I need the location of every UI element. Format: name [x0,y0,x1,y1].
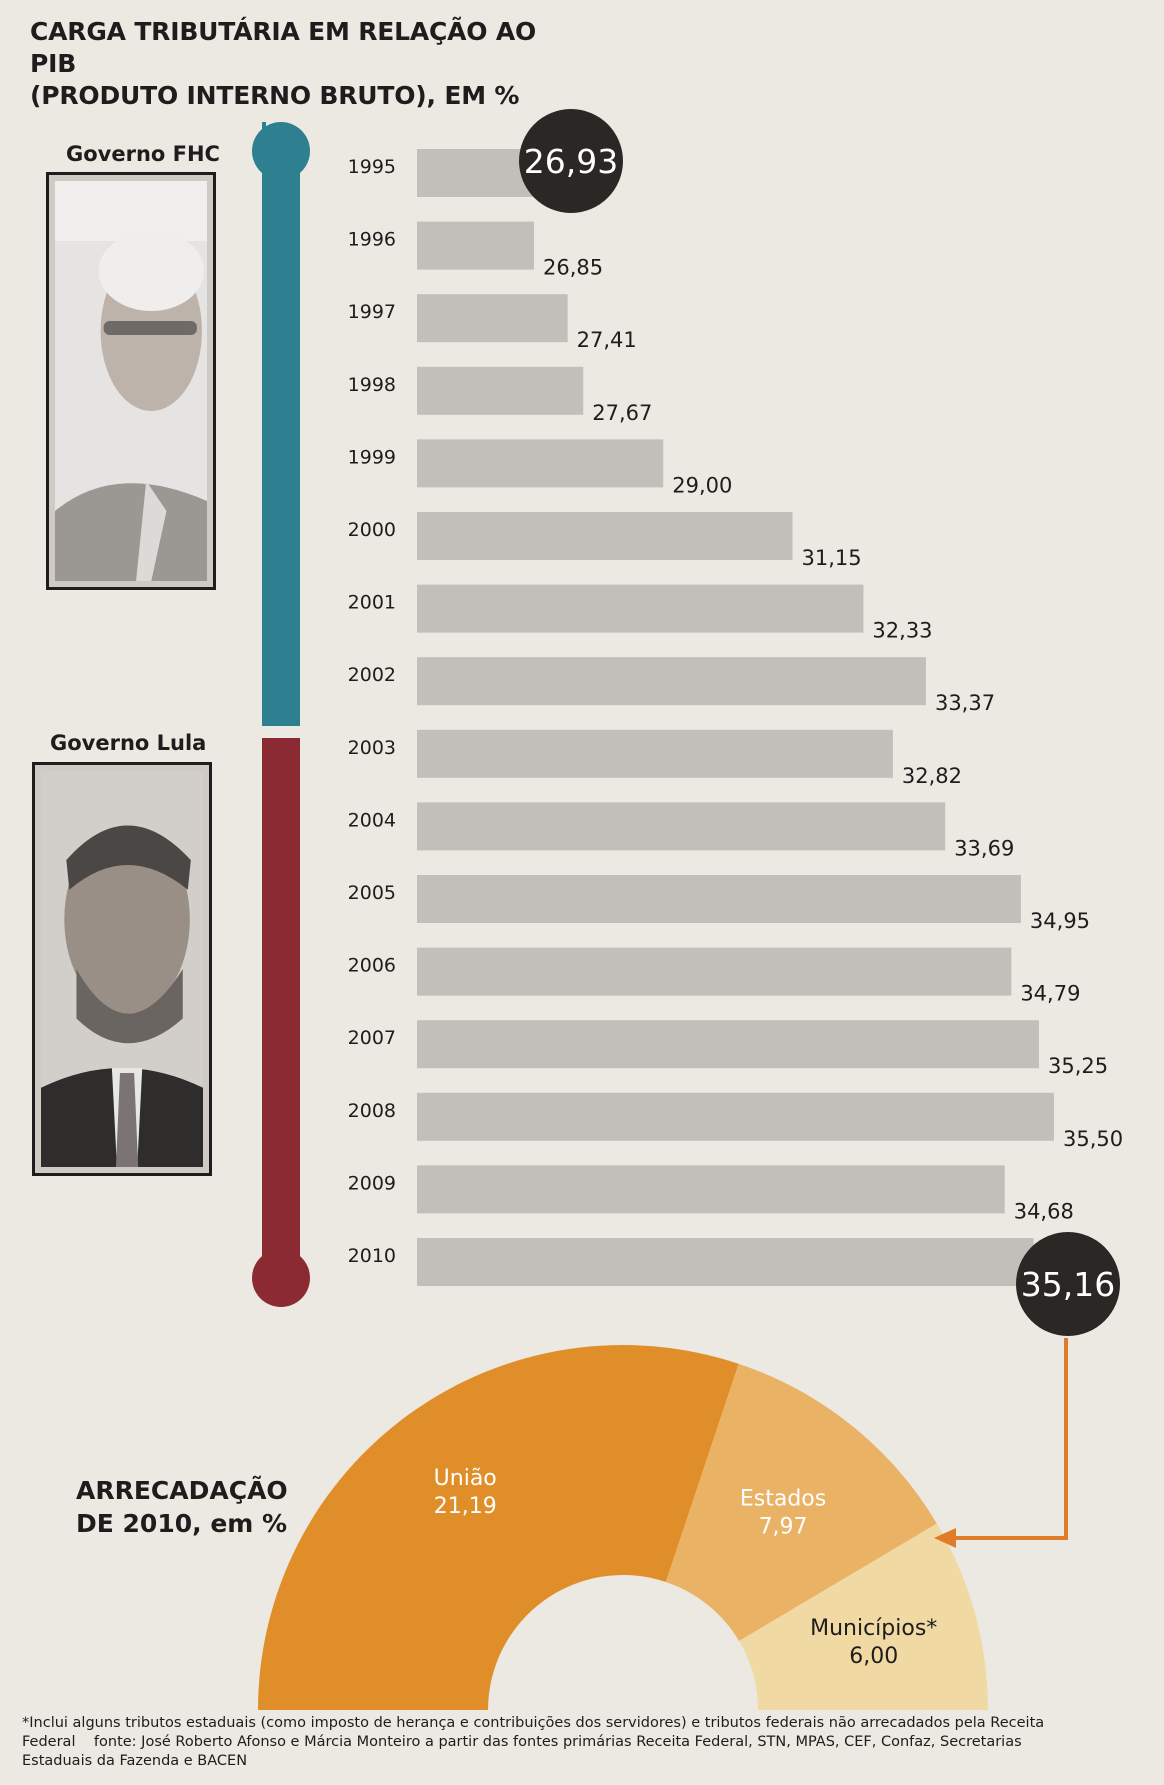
slice-municípios [739,1523,988,1710]
bar-2005 [417,875,1021,923]
year-label-1997: 1997 [348,301,396,323]
bar-2010 [417,1238,1034,1286]
value-label-1999: 29,00 [672,473,732,497]
year-label-2002: 2002 [348,664,396,686]
bar-1995 [417,149,539,197]
government-lula-label: Governo Lula [50,731,207,755]
footnote-line-1: *Inclui alguns tributos estaduais (como … [22,1715,1045,1731]
year-label-1999: 1999 [348,446,396,468]
slice-estados [665,1363,937,1642]
value-label-2004: 33,69 [954,836,1014,860]
year-label-2000: 2000 [348,519,396,541]
bar-2001 [417,584,864,633]
value-label-2003: 32,82 [902,764,962,788]
value-label-2000: 31,15 [801,546,861,570]
value-label-2009: 34,68 [1014,1199,1074,1223]
fhc-photo [46,172,216,590]
slice-value-estados: 7,97 [759,1514,808,1539]
year-label-2001: 2001 [348,592,396,614]
year-label-2004: 2004 [348,809,396,831]
footnote-line-2: Federal fonte: José Roberto Afonso e Már… [22,1734,1022,1750]
connector-arrow [952,1338,1068,1540]
bars-group: 1995 26,93 1996 26,85 1997 27,41 1998 27,67 1999… [348,109,1123,1336]
bar-2007 [417,1020,1039,1069]
year-label-2006: 2006 [348,955,396,977]
year-label-1995: 1995 [348,156,396,178]
slice-label-estados: Estados [740,1486,826,1511]
lula-photo [32,762,212,1176]
thermometer-bottom-bulb [252,1249,310,1307]
bar-2009 [417,1165,1005,1214]
slice-label-união: União [434,1466,497,1491]
value-label-1996: 26,85 [543,256,603,280]
value-label-2007: 35,25 [1048,1054,1108,1078]
value-label-2006: 34,79 [1020,982,1080,1006]
year-label-2005: 2005 [348,882,396,904]
government-timeline-bar [252,122,310,1307]
slice-value-municípios: 6,00 [849,1644,898,1669]
connector-arrowhead [934,1528,956,1548]
fhc-portrait-image [55,181,207,581]
highlight-bubble-1995 [519,109,623,213]
year-label-2007: 2007 [348,1027,396,1049]
bar-1998 [417,366,584,415]
government-fhc-label: Governo FHC [66,142,220,166]
fhc-period-bar [262,151,300,726]
value-label-1997: 27,41 [577,328,637,352]
value-label-2005: 34,95 [1030,909,1090,933]
bar-1996 [417,221,534,270]
value-label-2010: 35,16 [1021,1265,1115,1304]
value-label-1998: 27,67 [592,401,652,425]
chart-title-line-1: CARGA TRIBUTÁRIA EM RELAÇÃO AO PIB [30,17,537,78]
revenue-chart-title: ARRECADAÇÃO DE 2010, em % [76,1474,288,1540]
highlight-bubble-2010 [1016,1232,1120,1336]
lula-portrait-image [41,771,203,1167]
revenue-half-donut: União 21,19 Estados 7,97 Municípios* 6,00 [258,1345,988,1710]
value-label-2008: 35,50 [1063,1127,1123,1151]
slice-label-municípios: Municípios* [810,1616,937,1641]
year-label-2010: 2010 [348,1245,396,1267]
bar-1997 [417,294,568,343]
bar-2003 [417,729,893,778]
year-label-2008: 2008 [348,1100,396,1122]
bar-1999 [417,439,664,488]
slice-união [258,1345,739,1710]
slice-value-união: 21,19 [434,1494,497,1519]
year-label-1998: 1998 [348,374,396,396]
bar-2002 [417,657,926,706]
footnote: *Inclui alguns tributos estaduais (como … [22,1714,1142,1771]
chart-title-line-2: (PRODUTO INTERNO BRUTO), EM % [30,81,520,110]
year-label-2009: 2009 [348,1172,396,1194]
year-label-1996: 1996 [348,229,396,251]
revenue-chart-title-line-1: ARRECADAÇÃO [76,1476,288,1505]
bar-2006 [417,947,1012,996]
chart-title: CARGA TRIBUTÁRIA EM RELAÇÃO AO PIB (PROD… [30,16,590,112]
footnote-line-3: Estaduais da Fazenda e BACEN [22,1753,248,1769]
year-label-2003: 2003 [348,737,396,759]
value-label-1995: 26,93 [524,142,618,181]
value-label-2001: 32,33 [872,619,932,643]
bar-2008 [417,1092,1054,1141]
bar-2000 [417,512,793,560]
lula-period-bar [262,738,300,1278]
bar-2004 [417,802,946,851]
revenue-chart-title-line-2: DE 2010, em % [76,1509,288,1538]
value-label-2002: 33,37 [935,691,995,715]
